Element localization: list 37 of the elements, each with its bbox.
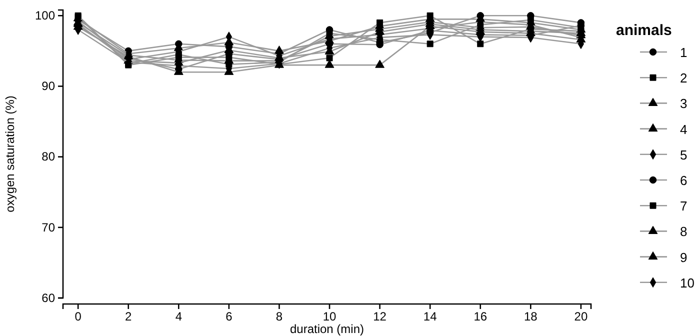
y-tick-label: 80 bbox=[42, 150, 56, 164]
x-tick-label: 20 bbox=[574, 310, 588, 324]
legend-label: 7 bbox=[680, 198, 688, 214]
legend-label: 1 bbox=[680, 45, 688, 60]
y-tick-label: 100 bbox=[34, 8, 56, 22]
x-tick-label: 8 bbox=[276, 310, 283, 324]
point bbox=[226, 54, 232, 61]
point bbox=[326, 54, 333, 62]
legend-title: animals bbox=[616, 22, 672, 39]
y-axis-title: oxygen saturation (%) bbox=[3, 96, 17, 212]
legend-label: 9 bbox=[680, 250, 688, 265]
x-tick-label: 12 bbox=[373, 310, 387, 324]
x-tick-label: 0 bbox=[74, 310, 82, 324]
point bbox=[426, 40, 434, 48]
x-tick-label: 14 bbox=[423, 310, 438, 324]
x-tick-label: 6 bbox=[226, 310, 233, 324]
point bbox=[324, 60, 334, 68]
x-axis-title: duration (min) bbox=[290, 322, 364, 336]
legend-label: 6 bbox=[680, 173, 688, 188]
legend-label: 4 bbox=[680, 122, 688, 137]
y-tick-label: 90 bbox=[42, 79, 56, 94]
x-tick-label: 18 bbox=[524, 310, 538, 324]
legend-label: 3 bbox=[680, 96, 688, 112]
x-tick-label: 4 bbox=[175, 310, 182, 324]
x-tick-label: 2 bbox=[125, 310, 132, 324]
x-tick-label: 16 bbox=[474, 310, 488, 324]
legend-label: 8 bbox=[680, 224, 688, 240]
point bbox=[426, 12, 434, 19]
legend-label: 2 bbox=[680, 70, 688, 86]
y-tick-label: 60 bbox=[42, 290, 56, 305]
point bbox=[375, 60, 384, 68]
y-tick-label: 70 bbox=[42, 220, 56, 234]
point bbox=[376, 19, 384, 26]
point bbox=[477, 40, 484, 48]
legend-label: 10 bbox=[680, 275, 694, 290]
legend-label: 5 bbox=[680, 147, 688, 162]
x-tick-label: 10 bbox=[322, 310, 337, 324]
